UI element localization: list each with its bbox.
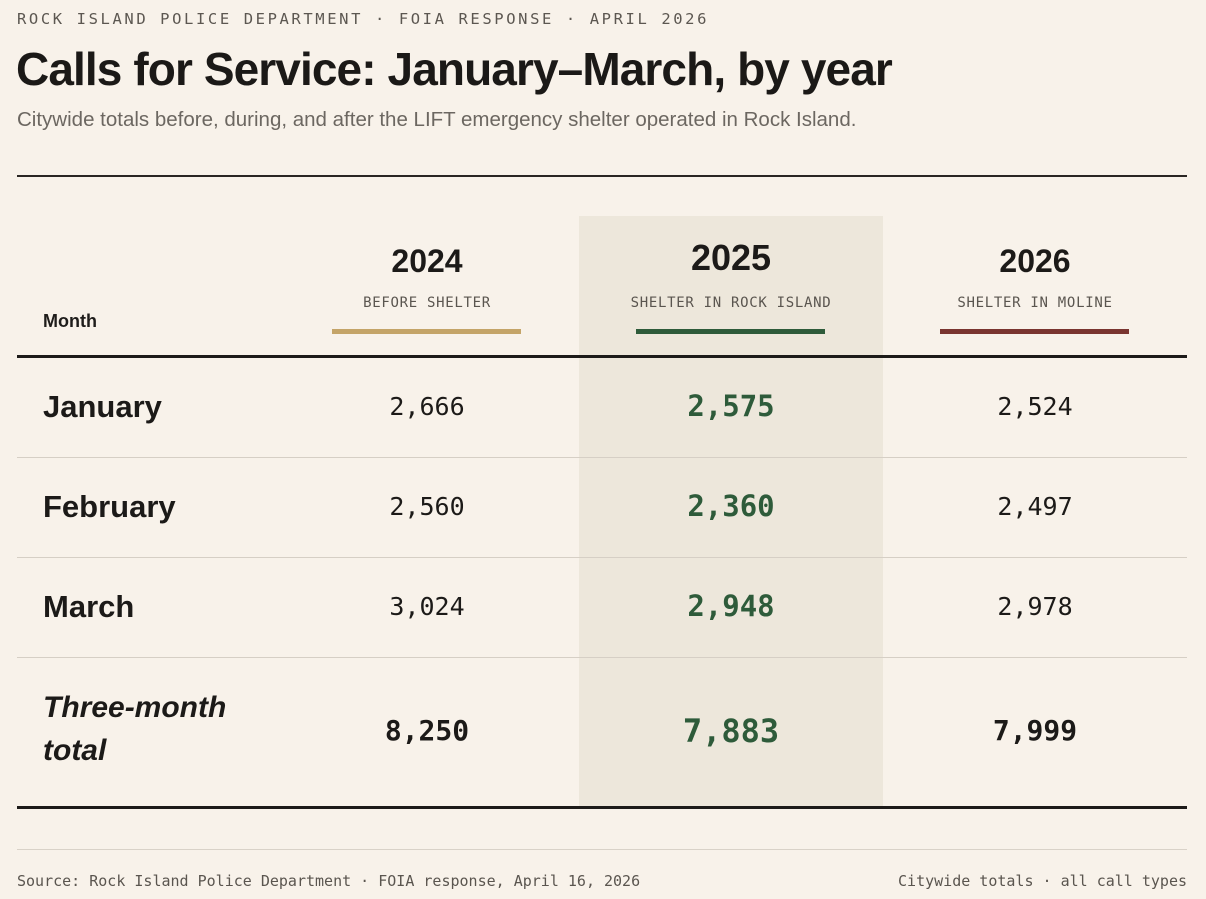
value-cell-2024: 3,024	[389, 591, 465, 621]
highlight-column-band	[579, 216, 883, 806]
value-cell-2025: 7,883	[682, 711, 780, 750]
top-divider	[17, 175, 1187, 177]
table-bottom-divider	[17, 806, 1187, 809]
header-divider	[17, 355, 1187, 358]
value-cell-2025: 2,360	[687, 489, 775, 524]
column-header-2025: 2025 SHELTER IN ROCK ISLAND	[579, 0, 883, 360]
value-cell-2025: 2,948	[687, 589, 775, 624]
column-subtitle-2025: SHELTER IN ROCK ISLAND	[630, 295, 832, 311]
row-divider	[17, 457, 1187, 458]
column-color-bar-2026	[940, 329, 1129, 334]
total-row-label: Three-month total	[43, 690, 227, 767]
value-cell-2024: 2,560	[389, 491, 465, 521]
column-color-bar-2025	[636, 329, 825, 334]
column-header-2026: 2026 SHELTER IN MOLINE	[883, 0, 1187, 360]
column-year-2024: 2024	[391, 243, 463, 279]
footer-note: Citywide totals · all call types	[898, 872, 1187, 890]
row-label-month: February	[43, 489, 176, 524]
kicker-text: ROCK ISLAND POLICE DEPARTMENT · FOIA RES…	[17, 10, 710, 28]
value-cell-2026: 2,497	[997, 491, 1073, 521]
row-label-month: January	[43, 389, 162, 424]
value-cell-2026: 7,999	[992, 714, 1078, 748]
footer-source: Source: Rock Island Police Department · …	[17, 872, 641, 890]
value-cell-2025: 2,575	[687, 389, 775, 424]
column-subtitle-2026: SHELTER IN MOLINE	[957, 295, 1113, 311]
value-cell-2026: 2,524	[997, 391, 1073, 421]
row-divider	[17, 657, 1187, 658]
row-label-month: March	[43, 589, 135, 624]
column-header-2024: 2024 BEFORE SHELTER	[275, 0, 579, 360]
page-subtitle: Citywide totals before, during, and afte…	[17, 108, 857, 131]
page-title: Calls for Service: January–March, by yea…	[16, 43, 893, 95]
column-year-2025: 2025	[690, 237, 772, 278]
row-divider	[17, 557, 1187, 558]
column-subtitle-2024: BEFORE SHELTER	[363, 295, 491, 311]
column-color-bar-2024	[332, 329, 521, 334]
value-cell-2024: 2,666	[389, 391, 465, 421]
month-column-header: Month	[43, 311, 97, 331]
footer-divider	[17, 849, 1187, 850]
value-cell-2024: 8,250	[384, 714, 470, 748]
value-cell-2026: 2,978	[997, 591, 1073, 621]
column-year-2026: 2026	[999, 243, 1071, 279]
